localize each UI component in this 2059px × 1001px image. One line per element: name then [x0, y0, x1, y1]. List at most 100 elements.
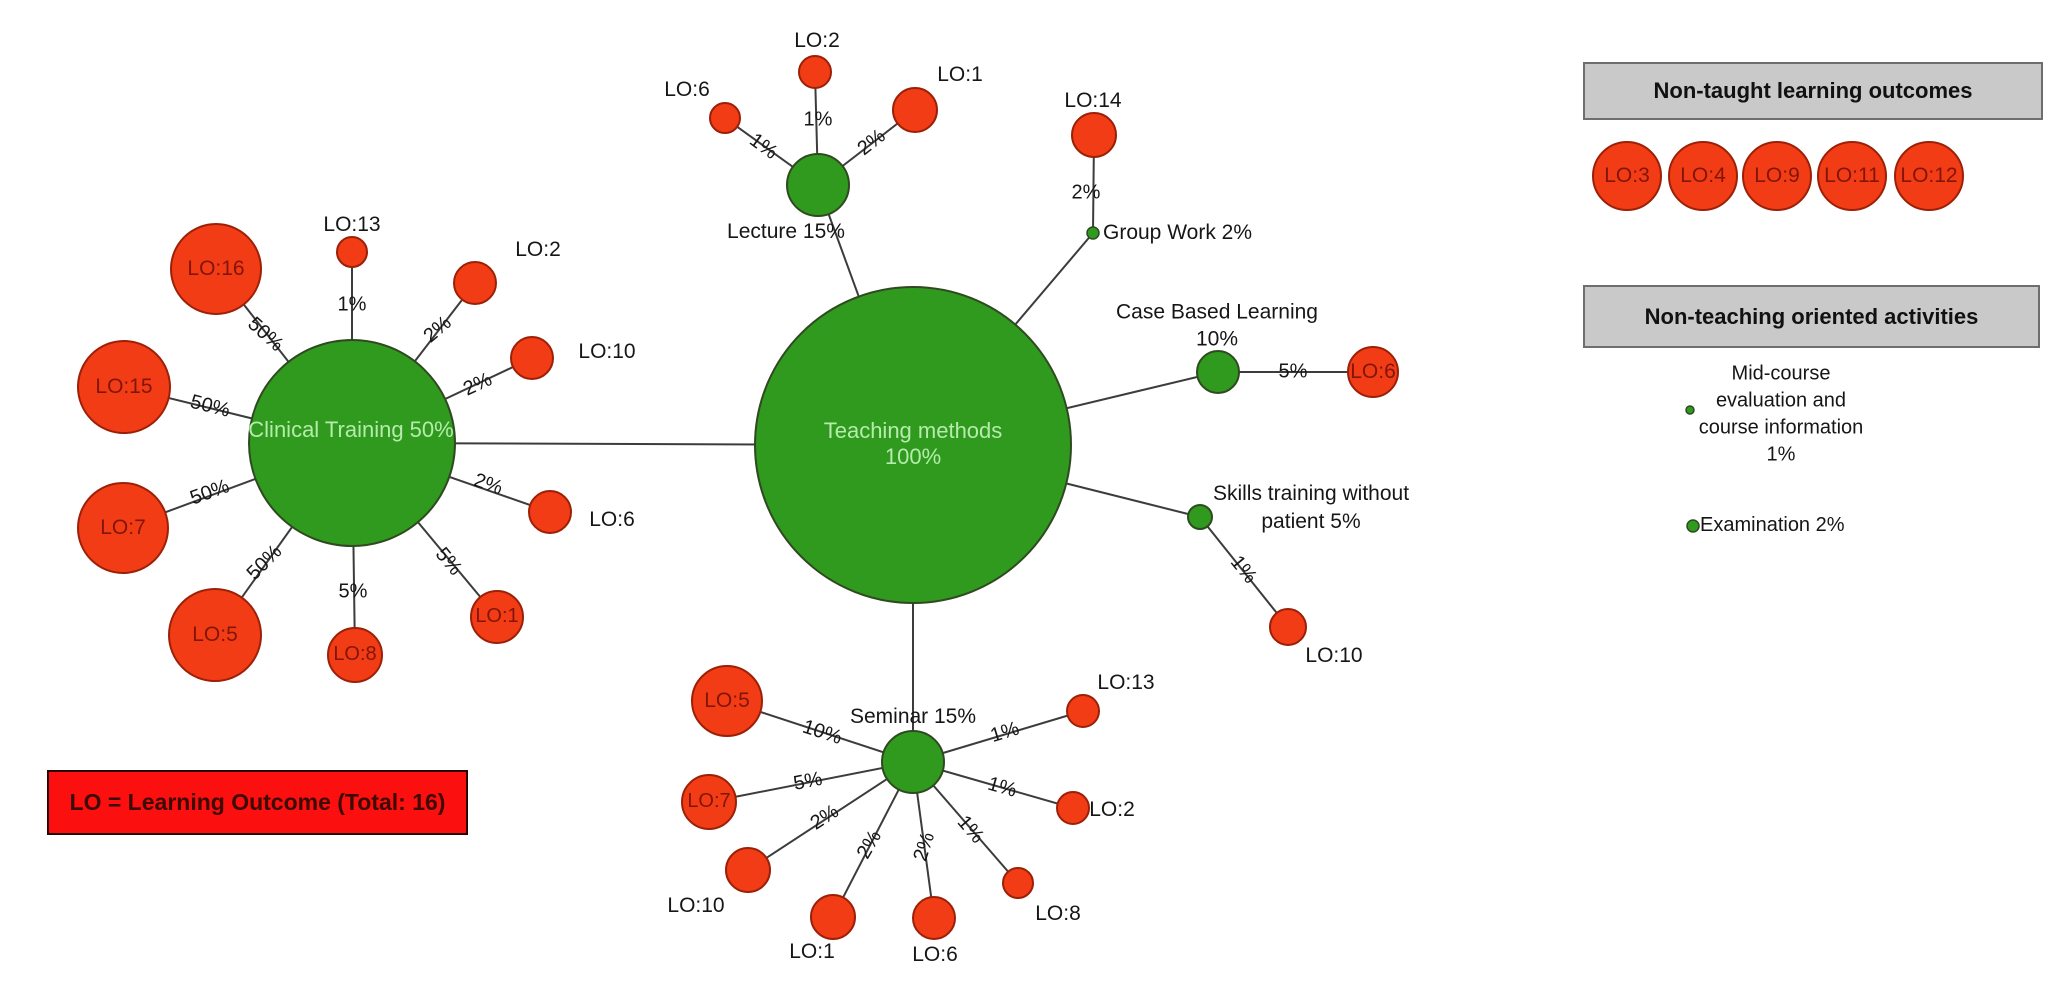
hub-lecture	[786, 153, 850, 217]
dot-examination	[1686, 519, 1700, 533]
outcome-lo10-clinical-label: LO:10	[578, 340, 635, 363]
outcome-lo10-clinical	[510, 336, 554, 380]
outcome-lo1-seminar	[810, 894, 856, 940]
outcome-lo15-clinical-label: LO:15	[95, 375, 152, 398]
outcome-lo7-seminar	[681, 774, 737, 830]
hub-skills-training	[1187, 504, 1213, 530]
outcome-lo1-lecture	[892, 87, 938, 133]
outcome-lo12-non-taught-label: LO:12	[1900, 164, 1957, 187]
outcome-lo16-clinical-label: LO:16	[187, 257, 244, 280]
outcome-lo6-clinical-label: LO:6	[589, 508, 635, 531]
outcome-lo5-clinical	[168, 588, 262, 682]
outcome-lo6-seminar	[912, 896, 956, 940]
hub-seminar	[881, 730, 945, 794]
outcome-lo11-non-taught-label: LO:11	[1824, 164, 1880, 187]
non-teaching-header: Non-teaching oriented activities	[1583, 285, 2040, 348]
outcome-lo6-lecture-label: LO:6	[664, 78, 710, 101]
edge-seminar-lo13-label: 1%	[988, 718, 1022, 748]
outcome-lo2-lecture-label: LO:2	[794, 29, 840, 52]
outcome-lo6-seminar-label: LO:6	[912, 943, 958, 966]
non-teaching-header-label: Non-teaching oriented activities	[1644, 303, 1979, 329]
edge-clinical-lo13-label: 1%	[338, 293, 367, 315]
outcome-lo7-seminar-label: LO:7	[687, 790, 730, 812]
outcome-lo11-non-taught	[1817, 141, 1887, 211]
outcome-lo2-clinical	[453, 261, 497, 305]
edge-seminar-lo1-label: 2%	[853, 826, 887, 862]
hub-case-based-learning-label: Case Based Learning 10%	[1116, 300, 1318, 350]
outcome-lo5-clinical-label: LO:5	[192, 623, 238, 646]
edge-seminar-lo5-label: 10%	[800, 716, 845, 749]
hub-group-work-label: Group Work 2%	[1103, 221, 1252, 244]
dot-examination-label: Examination 2%	[1700, 514, 1845, 536]
outcome-lo12-non-taught	[1894, 141, 1964, 211]
outcome-lo6-lecture	[709, 102, 741, 134]
hub-lecture-label: Lecture 15%	[727, 220, 845, 243]
edge-lecture-lo6-label: 1%	[745, 129, 781, 164]
outcome-lo15-clinical	[77, 340, 171, 434]
edge-clinical-lo15-label: 50%	[188, 391, 232, 422]
non-taught-header: Non-taught learning outcomes	[1583, 62, 2043, 120]
outcome-lo10-seminar-label: LO:10	[667, 894, 724, 917]
outcome-lo13-clinical	[336, 236, 368, 268]
hub-case-based-learning	[1196, 350, 1240, 394]
edge-lecture-lo1-label: 2%	[853, 125, 889, 160]
outcome-lo2-seminar-label: LO:2	[1089, 798, 1135, 821]
edge-clinical-lo5-label: 50%	[243, 540, 287, 584]
hub-teaching-methods	[754, 286, 1072, 604]
outcome-lo9-non-taught	[1742, 141, 1812, 211]
edge-skills-lo10	[1199, 516, 1289, 628]
outcome-lo1-seminar-label: LO:1	[789, 940, 835, 963]
outcome-lo6-clinical	[528, 490, 572, 534]
edge-case-based-lo6-label: 5%	[1279, 360, 1308, 382]
outcome-lo5-seminar-label: LO:5	[704, 689, 750, 712]
outcome-lo7-clinical	[77, 482, 169, 574]
outcome-lo3-non-taught-label: LO:3	[1604, 164, 1650, 187]
outcome-lo10-seminar	[725, 847, 771, 893]
outcome-lo14-group-work	[1071, 112, 1117, 158]
edge-clinical-lo10-label: 2%	[460, 368, 496, 400]
edge-seminar-lo10	[747, 761, 914, 871]
outcome-lo2-seminar	[1056, 791, 1090, 825]
outcome-lo5-seminar	[691, 665, 763, 737]
outcome-lo3-non-taught	[1592, 141, 1662, 211]
edge-seminar-lo7-label: 5%	[792, 768, 825, 795]
hub-clinical-training	[248, 339, 456, 547]
outcome-lo8-seminar	[1002, 867, 1034, 899]
dot-mid-course-evaluation-label: Mid-course evaluation and course informati…	[1699, 363, 1864, 466]
hub-skills-training-label: Skills training without patient 5%	[1213, 482, 1409, 533]
edge-lecture-lo2-label: 1%	[804, 108, 833, 130]
legend-box: LO = Learning Outcome (Total: 16)	[47, 770, 468, 835]
outcome-lo9-non-taught-label: LO:9	[1754, 164, 1800, 187]
outcome-lo6-case-based-label: LO:6	[1350, 360, 1396, 383]
outcome-lo1-clinical-label: LO:1	[475, 605, 518, 627]
outcome-lo13-seminar-label: LO:13	[1097, 671, 1154, 694]
edge-clinical-lo8-label: 5%	[339, 580, 368, 602]
legend-box-label: LO = Learning Outcome (Total: 16)	[69, 789, 446, 815]
outcome-lo6-case-based	[1347, 346, 1399, 398]
edge-seminar-lo6-label: 2%	[909, 829, 939, 863]
edge-clinical-lo7-label: 50%	[187, 475, 232, 509]
non-taught-header-label: Non-taught learning outcomes	[1653, 78, 1973, 103]
outcome-lo8-seminar-label: LO:8	[1035, 902, 1081, 925]
outcome-lo1-clinical	[470, 590, 524, 644]
edge-seminar-lo7	[708, 761, 914, 803]
edge-group-work-lo14-label: 2%	[1072, 181, 1101, 203]
edge-seminar-lo10-label: 2%	[806, 800, 842, 834]
hub-clinical-training-label: Clinical Training 50%	[248, 417, 453, 442]
outcome-lo10-skills-label: LO:10	[1305, 644, 1362, 667]
outcome-lo13-clinical-label: LO:13	[323, 213, 380, 236]
edge-clinical-lo16-label: 50%	[243, 313, 288, 356]
outcome-lo4-non-taught	[1668, 141, 1738, 211]
edge-seminar-lo2-label: 1%	[985, 773, 1019, 802]
dot-mid-course-evaluation	[1685, 405, 1695, 415]
outcome-lo4-non-taught-label: LO:4	[1680, 164, 1726, 187]
outcome-lo8-clinical-label: LO:8	[333, 643, 376, 665]
outcome-lo10-skills	[1269, 608, 1307, 646]
hub-seminar-label: Seminar 15%	[850, 705, 976, 728]
outcome-lo8-clinical	[327, 627, 383, 683]
outcome-lo2-clinical-label: LO:2	[515, 238, 561, 261]
outcome-lo1-lecture-label: LO:1	[937, 63, 983, 86]
outcome-lo14-group-work-label: LO:14	[1064, 89, 1122, 112]
